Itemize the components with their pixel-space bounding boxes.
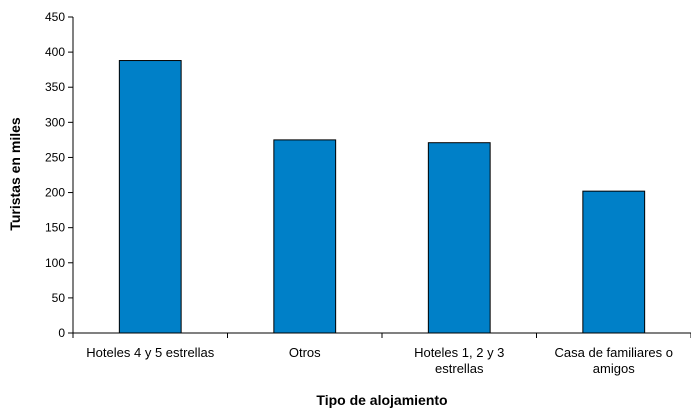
x-tick-label-line: estrellas <box>435 361 484 376</box>
y-tick-label: 50 <box>52 291 66 305</box>
x-axis: Hoteles 4 y 5 estrellas Otros Hoteles 1, 2… <box>72 332 691 376</box>
y-axis-title: Turistas en miles <box>7 117 23 231</box>
x-tick-label-line: Hoteles 4 y 5 estrellas <box>86 345 214 360</box>
bar <box>273 139 337 334</box>
y-tick-label: 0 <box>58 326 65 340</box>
x-tick-label-line: Otros <box>289 345 321 360</box>
bar <box>582 190 646 334</box>
x-tick-label: Hoteles 4 y 5 estrellas <box>86 345 214 360</box>
x-tick-label-line: Casa de familiares o <box>555 345 674 360</box>
bar <box>118 60 182 334</box>
x-tick-label: Hoteles 1, 2 y 3 estrellas <box>414 345 504 376</box>
y-axis: 0 50 100 150 200 250 300 350 400 450 <box>45 10 74 340</box>
y-tick-label: 400 <box>45 45 65 59</box>
y-tick-label: 150 <box>45 221 65 235</box>
bar <box>427 142 491 334</box>
y-tick-label: 250 <box>45 150 65 164</box>
y-tick-label: 350 <box>45 80 65 94</box>
x-tick-label: Otros <box>289 345 321 360</box>
x-tick-label-line: Hoteles 1, 2 y 3 <box>414 345 504 360</box>
x-tick-label-line: amigos <box>593 361 635 376</box>
y-tick-label: 100 <box>45 256 65 270</box>
y-tick-label: 450 <box>45 10 65 24</box>
y-tick-label: 200 <box>45 186 65 200</box>
bars <box>118 60 646 334</box>
x-tick-label: Casa de familiares o amigos <box>555 345 674 376</box>
x-axis-title: Tipo de alojamiento <box>316 392 447 408</box>
y-tick-label: 300 <box>45 115 65 129</box>
